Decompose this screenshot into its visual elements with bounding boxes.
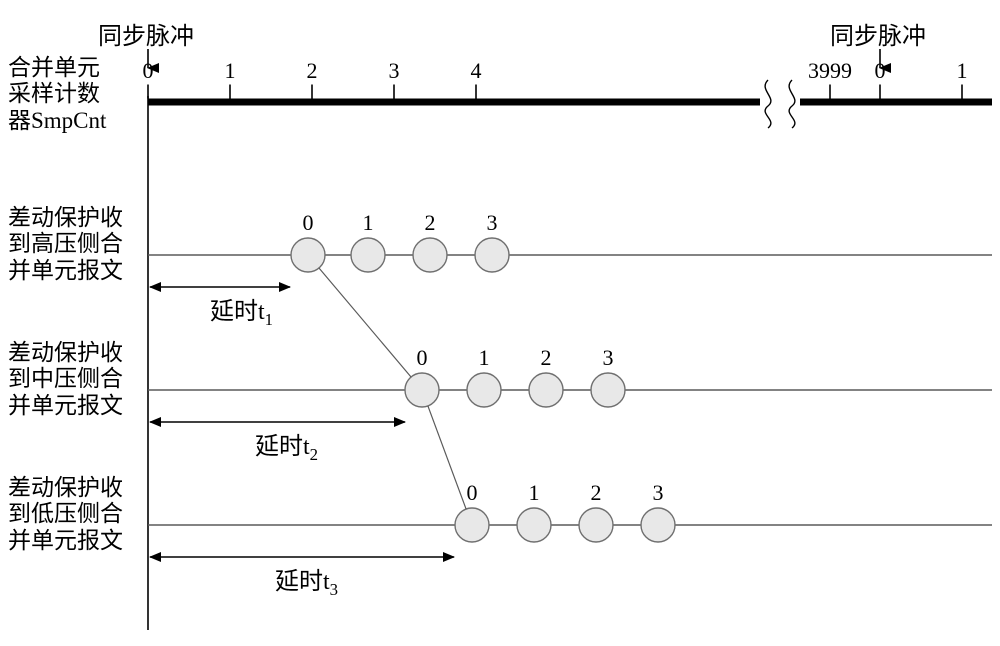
top-tick-1: 1	[225, 58, 236, 84]
row-label-mv: 差动保护收 到中压侧合 并单元报文	[8, 340, 143, 419]
delay-label-mv: 延时t2	[255, 426, 318, 465]
top-tick-2: 2	[307, 58, 318, 84]
circle-label-lv-3: 3	[653, 480, 664, 506]
delay-label-lv: 延时t3	[275, 561, 338, 600]
sync-pulse-label-1: 同步脉冲	[98, 16, 194, 51]
circle-label-hv-0: 0	[303, 210, 314, 236]
circle-label-mv-2: 2	[541, 345, 552, 371]
row-label-counter: 合并单元 采样计数 器SmpCnt	[8, 55, 143, 134]
delay-sub: 1	[265, 310, 273, 329]
diagram-svg	[0, 0, 1000, 646]
top-tick-0: 0	[143, 58, 154, 84]
delay-sub: 3	[330, 580, 338, 599]
delay-label-hv: 延时t1	[210, 291, 273, 330]
circle-label-lv-2: 2	[591, 480, 602, 506]
top-tick-3: 3	[389, 58, 400, 84]
delay-text: 延时t	[255, 434, 310, 460]
delay-sub: 2	[310, 445, 318, 464]
circle-label-mv-0: 0	[417, 345, 428, 371]
delay-text: 延时t	[275, 569, 330, 595]
top-tick-7: 1	[957, 58, 968, 84]
delay-text: 延时t	[210, 299, 265, 325]
circle-label-lv-1: 1	[529, 480, 540, 506]
row-label-hv: 差动保护收 到高压侧合 并单元报文	[8, 205, 143, 284]
circle-label-mv-1: 1	[479, 345, 490, 371]
circle-label-mv-3: 3	[603, 345, 614, 371]
circle-label-hv-3: 3	[487, 210, 498, 236]
row-label-lv: 差动保护收 到低压侧合 并单元报文	[8, 475, 143, 554]
circle-label-lv-0: 0	[467, 480, 478, 506]
circle-label-hv-1: 1	[363, 210, 374, 236]
top-tick-4: 4	[471, 58, 482, 84]
sync-pulse-label-2: 同步脉冲	[830, 16, 926, 51]
top-tick-5: 3999	[808, 58, 852, 84]
circle-label-hv-2: 2	[425, 210, 436, 236]
top-tick-6: 0	[875, 58, 886, 84]
